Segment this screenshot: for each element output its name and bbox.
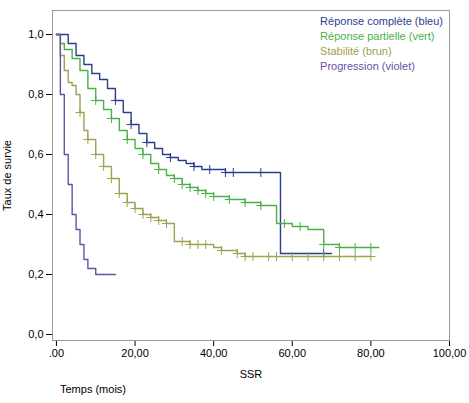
svg-text:20,00: 20,00: [121, 347, 149, 359]
svg-text:0,8: 0,8: [28, 88, 43, 100]
svg-text:60,00: 60,00: [279, 347, 307, 359]
svg-text:80,00: 80,00: [357, 347, 385, 359]
svg-text:0,0: 0,0: [28, 328, 43, 340]
svg-text:1,0: 1,0: [28, 28, 43, 40]
html-text:Stabilité (brun): Stabilité (brun): [320, 45, 392, 57]
svg-text:100,00: 100,00: [433, 347, 467, 359]
svg-text:40,00: 40,00: [200, 347, 228, 359]
svg-text:0,2: 0,2: [28, 268, 43, 280]
html-text:Réponse complète (bleu): Réponse complète (bleu): [320, 15, 443, 27]
svg-text:SSR: SSR: [240, 368, 263, 380]
svg-text:.00: .00: [49, 347, 64, 359]
html-text:Progression (violet): Progression (violet): [320, 60, 415, 72]
html-text:Temps (mois): Temps (mois): [60, 383, 126, 395]
html-text:Réponse partielle (vert): Réponse partielle (vert): [320, 30, 435, 42]
svg-text:Taux de survie: Taux de survie: [1, 140, 13, 211]
svg-text:0,6: 0,6: [28, 148, 43, 160]
svg-text:0,4: 0,4: [28, 208, 43, 220]
